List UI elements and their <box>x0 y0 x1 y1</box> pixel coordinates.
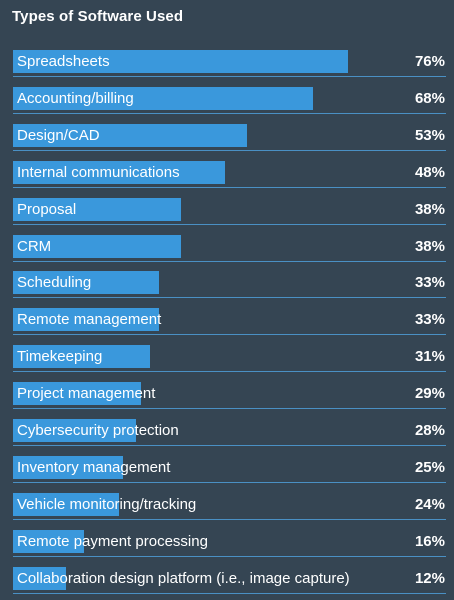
bar-row: Vehicle monitoring/tracking 24% <box>0 484 454 521</box>
row-divider <box>13 518 446 520</box>
bar <box>13 492 119 516</box>
bar-row: Internal communications 48% <box>0 152 454 189</box>
bar-row: Design/CAD 53% <box>0 115 454 152</box>
category-label: Project management <box>17 385 156 403</box>
value-label: 53% <box>414 126 445 144</box>
category-label: Remote management <box>17 311 162 329</box>
row-divider <box>13 186 446 188</box>
bar <box>13 271 159 295</box>
row-divider <box>13 149 446 151</box>
bar <box>13 345 150 369</box>
bar-row: Project management 29% <box>0 373 454 410</box>
row-divider <box>13 76 446 77</box>
row-divider <box>13 445 446 446</box>
row-divider <box>13 260 446 262</box>
category-label: Remote payment processing <box>17 532 208 550</box>
category-label: CRM <box>17 237 52 255</box>
bar-row: Accounting/billing 68% <box>0 78 454 115</box>
value-label: 76% <box>414 53 445 70</box>
bar-row: Scheduling 33% <box>0 262 454 299</box>
value-label: 68% <box>414 89 445 107</box>
row-divider <box>13 592 446 594</box>
bar-row: CRM 38% <box>0 226 454 263</box>
value-label: 25% <box>414 458 445 476</box>
row-divider <box>13 223 446 225</box>
bar <box>13 529 84 553</box>
value-label: 48% <box>414 163 445 181</box>
bar <box>13 419 137 442</box>
bar <box>13 160 225 184</box>
bar <box>13 197 181 221</box>
bar <box>13 86 313 110</box>
category-label: Timekeeping <box>17 348 103 366</box>
row-divider <box>13 334 446 336</box>
value-label: 33% <box>414 311 445 329</box>
bar <box>13 382 141 406</box>
bar-row: Timekeeping 31% <box>0 336 454 373</box>
bar-row: Remote payment processing 16% <box>0 521 454 558</box>
bar-row: Inventory management 25% <box>0 447 454 484</box>
bar <box>13 50 349 73</box>
row-divider <box>13 481 446 483</box>
category-label: Inventory management <box>17 458 171 476</box>
bar-row: Proposal 38% <box>0 189 454 226</box>
bar-row: Collaboration design platform (i.e., ima… <box>0 558 454 595</box>
bar <box>13 566 66 590</box>
chart-title: Types of Software Used <box>12 8 184 25</box>
row-divider <box>13 408 446 410</box>
value-label: 29% <box>414 385 445 403</box>
value-label: 33% <box>414 274 445 292</box>
category-label: Accounting/billing <box>17 89 134 107</box>
value-label: 31% <box>414 348 445 366</box>
value-label: 28% <box>414 422 445 439</box>
value-label: 12% <box>414 569 445 587</box>
category-label: Internal communications <box>17 163 180 181</box>
bar-row: Spreadsheets 76% <box>0 41 454 78</box>
bar <box>13 123 247 147</box>
category-label: Cybersecurity protection <box>17 422 179 439</box>
value-label: 38% <box>414 200 445 218</box>
category-label: Proposal <box>17 200 77 218</box>
bar-row: Cybersecurity protection 28% <box>0 410 454 447</box>
value-label: 16% <box>414 532 445 550</box>
row-divider <box>13 371 446 373</box>
category-label: Spreadsheets <box>17 53 110 70</box>
category-label: Scheduling <box>17 274 92 292</box>
category-label: Vehicle monitoring/tracking <box>17 495 197 513</box>
bar <box>13 234 181 258</box>
value-label: 38% <box>414 237 445 255</box>
bar <box>13 308 159 332</box>
category-label: Collaboration design platform (i.e., ima… <box>17 569 350 587</box>
value-label: 24% <box>414 495 445 513</box>
category-label: Design/CAD <box>17 126 100 144</box>
bar <box>13 455 124 479</box>
row-divider <box>13 555 446 557</box>
row-divider <box>13 112 446 114</box>
row-divider <box>13 297 446 299</box>
bar-row: Remote management 33% <box>0 299 454 336</box>
